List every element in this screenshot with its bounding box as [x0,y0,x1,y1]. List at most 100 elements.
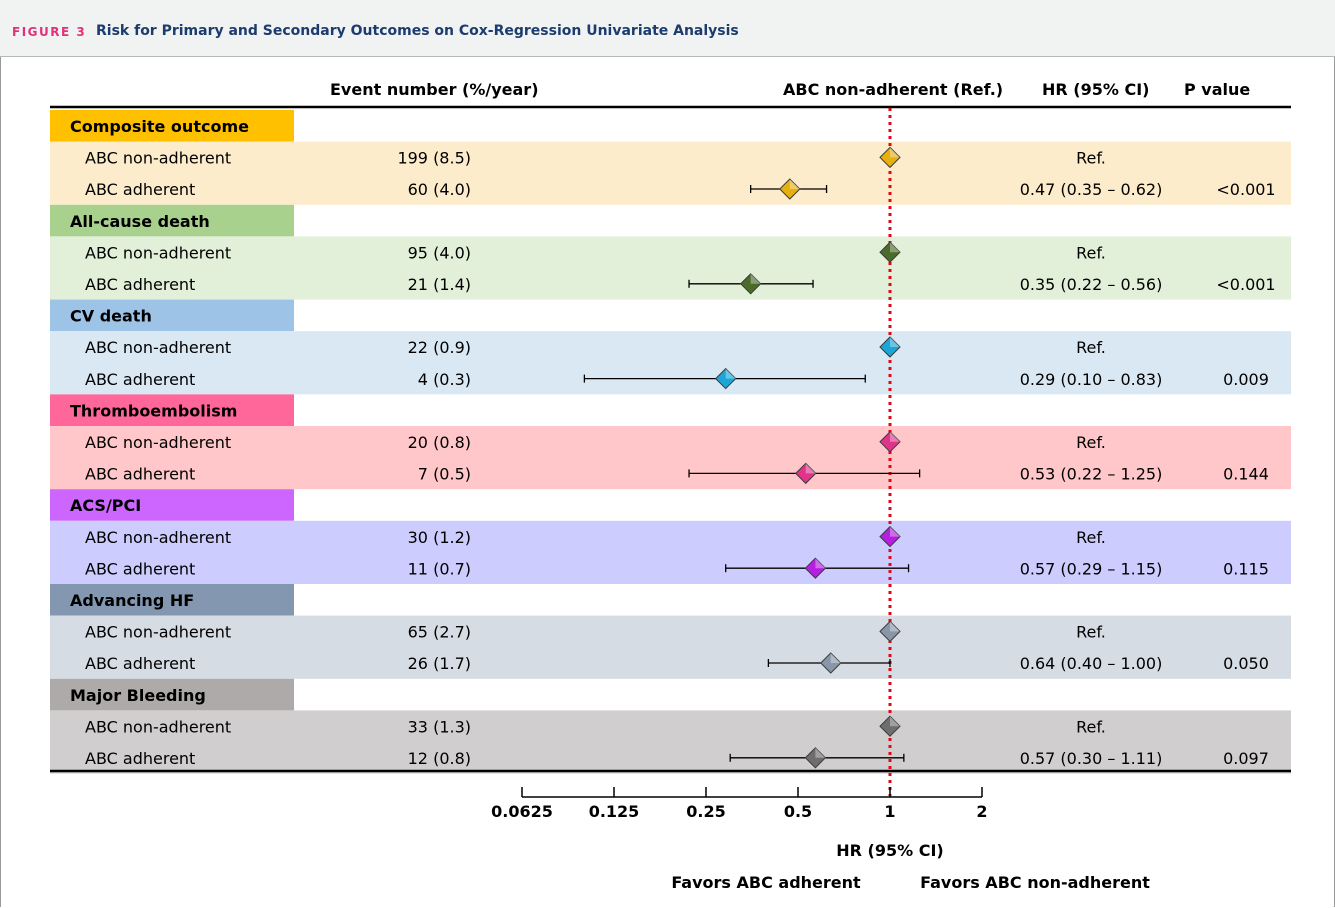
hr-point-highlight [725,368,736,379]
row-label: ABC adherent [85,275,195,294]
hr-value: Ref. [1076,433,1106,452]
hr-point [739,273,762,295]
event-count: 60 (4.0) [408,180,471,199]
hr-value: Ref. [1076,149,1106,168]
row-label: ABC non-adherent [85,243,231,262]
hr-point-highlight [890,621,900,632]
hr-point [879,431,901,453]
row-label: ABC non-adherent [85,717,231,736]
group-header-bg [50,394,294,426]
group-name: ACS/PCI [70,496,141,515]
favors-right-label: Favors ABC non-adherent [920,873,1150,892]
hr-value: 0.57 (0.30 – 1.11) [1020,749,1163,768]
figure-header: FIGURE 3 Risk for Primary and Secondary … [0,0,1335,57]
hr-point [804,557,827,579]
estimate-marks [583,146,921,769]
event-count: 65 (2.7) [408,623,471,642]
group-band [50,141,1291,205]
p-value: <0.001 [1216,180,1275,199]
hr-point-highlight [815,747,826,758]
hr-point [879,146,901,169]
hr-point-highlight [805,463,816,474]
group-name: Composite outcome [70,117,249,136]
row-label: ABC adherent [85,559,195,578]
figure-title: Risk for Primary and Secondary Outcomes … [96,23,739,39]
group-band [50,236,1291,300]
group-name: CV death [70,307,152,326]
row-bands [50,110,1291,774]
favors-left-label: Favors ABC adherent [671,873,861,892]
figure-label: FIGURE 3 [12,25,87,39]
event-count: 30 (1.2) [408,528,471,547]
row-texts: Composite outcome ABC non-adherent 199 (8.… [70,117,1276,768]
event-count: 12 (0.8) [408,749,471,768]
x-tick-label: 0.5 [784,802,812,821]
hr-value: 0.35 (0.22 – 0.56) [1020,275,1163,294]
table-rules [50,105,1291,773]
group-header-bg [50,110,294,142]
hr-value: 0.57 (0.29 – 1.15) [1020,559,1163,578]
hr-point [714,367,737,390]
group-band [50,331,1291,395]
hr-value: 0.53 (0.22 – 1.25) [1020,465,1163,484]
row-label: ABC adherent [85,654,195,673]
group-header-bg [50,299,294,332]
group-header-bg [50,678,294,711]
events-column-header: Event number (%/year) [330,80,539,99]
row-label: ABC adherent [85,180,195,199]
event-count: 95 (4.0) [408,243,471,262]
p-value: 0.009 [1223,370,1269,389]
hr-point [779,178,801,200]
event-count: 4 (0.3) [418,370,471,389]
hr-point-highlight [750,273,761,284]
row-label: ABC non-adherent [85,338,231,357]
hr-value: Ref. [1076,623,1106,642]
row-label: ABC non-adherent [85,149,231,168]
hr-point-highlight [830,653,841,663]
event-count: 7 (0.5) [418,465,471,484]
hr-point [879,241,901,263]
hr-value: 0.29 (0.10 – 0.83) [1020,370,1163,389]
p-value: 0.097 [1223,749,1269,768]
event-count: 21 (1.4) [408,275,471,294]
x-tick-label: 0.125 [589,802,640,821]
hr-value: Ref. [1076,338,1106,357]
event-count: 22 (0.9) [408,338,471,357]
x-tick-label: 1 [884,802,895,821]
hr-point [879,336,901,358]
row-label: ABC adherent [85,465,195,484]
hr-point-highlight [890,431,900,442]
hr-value: 0.47 (0.35 – 0.62) [1020,180,1163,199]
p-value: 0.050 [1223,654,1269,673]
hr-point-highlight [890,716,900,727]
hr-point-highlight [815,558,826,569]
hr-point [795,462,817,485]
x-tick-label: 2 [976,802,987,821]
x-axis-title: HR (95% CI) [836,841,943,860]
row-label: ABC adherent [85,370,195,389]
group-band [50,520,1291,584]
hr-point [820,652,842,674]
hr-point-highlight [890,147,900,158]
hr-point-highlight [890,242,900,253]
p-value: 0.115 [1223,559,1269,578]
hr-point-highlight [890,337,900,347]
group-header-bg [50,489,294,521]
x-axis: 0.0625 0.125 0.25 0.5 1 2 [491,787,988,821]
group-header-bg [50,584,294,616]
row-label: ABC non-adherent [85,528,231,547]
hr-point [804,747,827,769]
row-label: ABC non-adherent [85,433,231,452]
group-header-bg [50,204,294,237]
hr-value: Ref. [1076,717,1106,736]
row-label: ABC non-adherent [85,623,231,642]
hr-column-header: HR (95% CI) [1042,80,1149,99]
x-tick-label: 0.25 [686,802,725,821]
event-count: 20 (0.8) [408,433,471,452]
row-label: ABC adherent [85,749,195,768]
group-band [50,710,1291,774]
hr-value: Ref. [1076,528,1106,547]
hr-point-highlight [789,179,800,189]
p-value: <0.001 [1216,275,1275,294]
